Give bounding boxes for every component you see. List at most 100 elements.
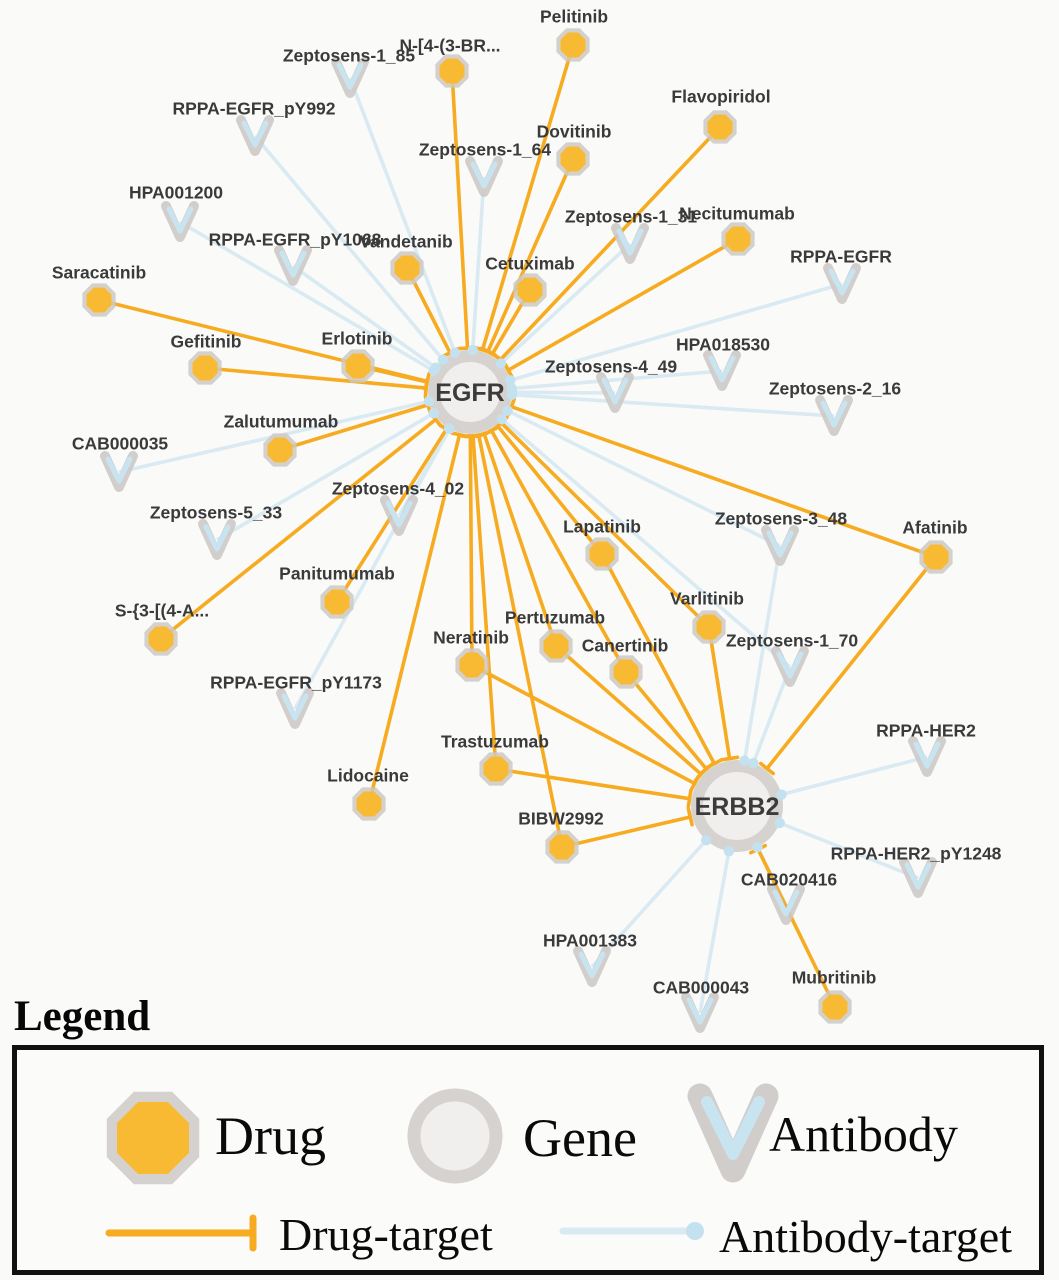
node-label-flavopiridol: Flavopiridol	[671, 86, 770, 106]
antibody-node-rppa-egfr-py1068	[274, 245, 312, 286]
node-label-hpa018530: HPA018530	[676, 334, 770, 354]
drug-node-zalutumumab	[263, 433, 297, 467]
node-label-cab000035: CAB000035	[72, 433, 169, 453]
antibody-edge-dot	[430, 362, 441, 373]
node-label-lapatinib: Lapatinib	[563, 516, 641, 536]
drug-target-edge-tee	[686, 807, 694, 827]
antibody-node-cab020416	[767, 884, 805, 925]
drug-target-edge	[496, 424, 604, 556]
drug-target-edge	[480, 44, 575, 351]
node-label-rppa-her2: RPPA-HER2	[876, 720, 976, 740]
drug-node-neratinib	[455, 648, 489, 682]
drug-node-lidocaine	[352, 787, 386, 821]
drug-target-edge	[510, 404, 937, 559]
gene-node-egfr: EGFR	[428, 350, 512, 434]
antibody-node-hpa018530	[703, 350, 741, 391]
drug-node-erlotinib	[341, 349, 375, 383]
antibody-target-edge	[291, 264, 437, 370]
drug-node-dovitinib	[556, 142, 590, 176]
node-label-pelitinib: Pelitinib	[540, 6, 608, 26]
drug-node-s-3-4-a	[144, 622, 178, 656]
drug-node-varlitinib	[692, 610, 726, 644]
drug-node-pertuzumab	[539, 629, 573, 663]
antibody-node-rppa-egfr	[823, 263, 861, 304]
antibody-edge-dot	[467, 344, 478, 356]
drug-target-edge	[204, 366, 427, 390]
antibody-node-hpa001383	[573, 946, 611, 987]
drug-target-edge-tee	[758, 761, 776, 776]
antibody-node-zeptosens-3-48	[761, 525, 799, 566]
drug-target-edge	[707, 626, 732, 759]
drug-target-edge	[498, 125, 722, 362]
drug-target-edge	[507, 237, 739, 372]
node-label-zalutumumab: Zalutumumab	[224, 411, 339, 431]
drug-target-edge	[756, 848, 837, 1008]
drug-target-edge	[600, 553, 716, 765]
antibody-edge-dot	[444, 423, 455, 434]
drug-legend-icon	[106, 1091, 200, 1185]
drug-target-edge	[471, 663, 696, 786]
node-label-zeptosens-2-16: Zeptosens-2_16	[769, 378, 902, 398]
drug-target-edge	[495, 767, 690, 801]
antibody-target-edge	[253, 134, 445, 361]
node-label-zeptosens-1-85: Zeptosens-1_85	[283, 45, 416, 65]
node-labels: Pelitinib N-[4-(3-BR... Dovitinib Flavopiri…	[52, 6, 1002, 997]
node-label-cab000043: CAB000043	[653, 977, 750, 997]
node-label-bibw2992: BIBW2992	[518, 808, 604, 828]
node-label-pertuzumab: Pertuzumab	[505, 607, 605, 627]
drug-target-edge	[482, 433, 558, 647]
node-label-cetuximab: Cetuximab	[485, 253, 574, 273]
legend-box: Drug Gene Antibody Drug-target Antibody-…	[12, 1045, 1044, 1275]
antibody-edge-dot	[495, 358, 507, 369]
drug-target-edge	[450, 70, 470, 349]
drug-node-gefitinib	[188, 351, 222, 385]
antibody-target-edge	[499, 242, 632, 365]
drug-target-edge-tee	[483, 348, 502, 360]
antibody-node-cab000043	[681, 992, 719, 1033]
antibody-edge-endpoint-dots	[423, 344, 787, 857]
drug-target-edge	[489, 429, 628, 673]
node-label-rppa-egfr-py1173: RPPA-EGFR_pY1173	[210, 672, 382, 692]
antibody-target-edge	[500, 418, 792, 669]
drug-target-edge	[486, 158, 575, 353]
antibody-edge-dot	[496, 414, 508, 425]
node-label-zeptosens-3-48: Zeptosens-3_48	[715, 508, 848, 528]
antibody-node-rppa-egfr-py992	[236, 115, 274, 156]
gene-legend-icon	[407, 1088, 503, 1184]
drug-node-necitumumab	[721, 222, 755, 256]
antibody-node-rppa-egfr-py1173	[276, 688, 314, 729]
drug-node-trastuzumab	[479, 752, 513, 786]
antibody-node-zeptosens-4-02	[380, 495, 418, 536]
node-label-cab020416: CAB020416	[741, 869, 838, 889]
antibody-target-edge	[509, 282, 843, 383]
gene-node-erbb2: ERBB2	[691, 760, 783, 852]
node-label-canertinib: Canertinib	[582, 635, 669, 655]
node-label-zeptosens-4-49: Zeptosens-4_49	[545, 356, 678, 376]
antibody-target-edge	[179, 220, 435, 373]
antibody-node-rppa-her2-py1248	[899, 857, 937, 898]
antibody-target-edge	[293, 427, 452, 710]
drug-target-edge	[159, 418, 437, 641]
antibody-node-zeptosens-1-64	[465, 156, 503, 197]
node-label-zeptosens-4-02: Zeptosens-4_02	[332, 478, 465, 498]
antibody-node-zeptosens-5-33	[198, 519, 236, 560]
antibody-edge-dot	[776, 789, 787, 800]
gene-node-label: ERBB2	[695, 793, 780, 821]
node-label-panitumumab: Panitumumab	[279, 563, 395, 583]
node-label-zeptosens-1-31: Zeptosens-1_31	[565, 206, 698, 226]
antibody-edge-dot	[449, 347, 461, 358]
antibody-node-zeptosens-1-70	[771, 646, 809, 687]
antibody-node-zeptosens-2-16	[815, 395, 853, 436]
node-label-s-3-4-a: S-{3-[(4-A...	[115, 600, 209, 620]
drug-target-edge-tee	[698, 762, 715, 776]
node-label-zeptosens-1-70: Zeptosens-1_70	[726, 630, 859, 650]
antibody-edge-dot	[723, 846, 735, 857]
antibody-edge-dot	[502, 405, 513, 416]
node-label-neratinib: Neratinib	[433, 627, 509, 647]
drug-target-edge-tee	[686, 789, 693, 809]
node-label-lidocaine: Lidocaine	[327, 765, 409, 785]
drug-target-edge	[765, 555, 938, 770]
antibody-target-edge	[781, 755, 928, 797]
